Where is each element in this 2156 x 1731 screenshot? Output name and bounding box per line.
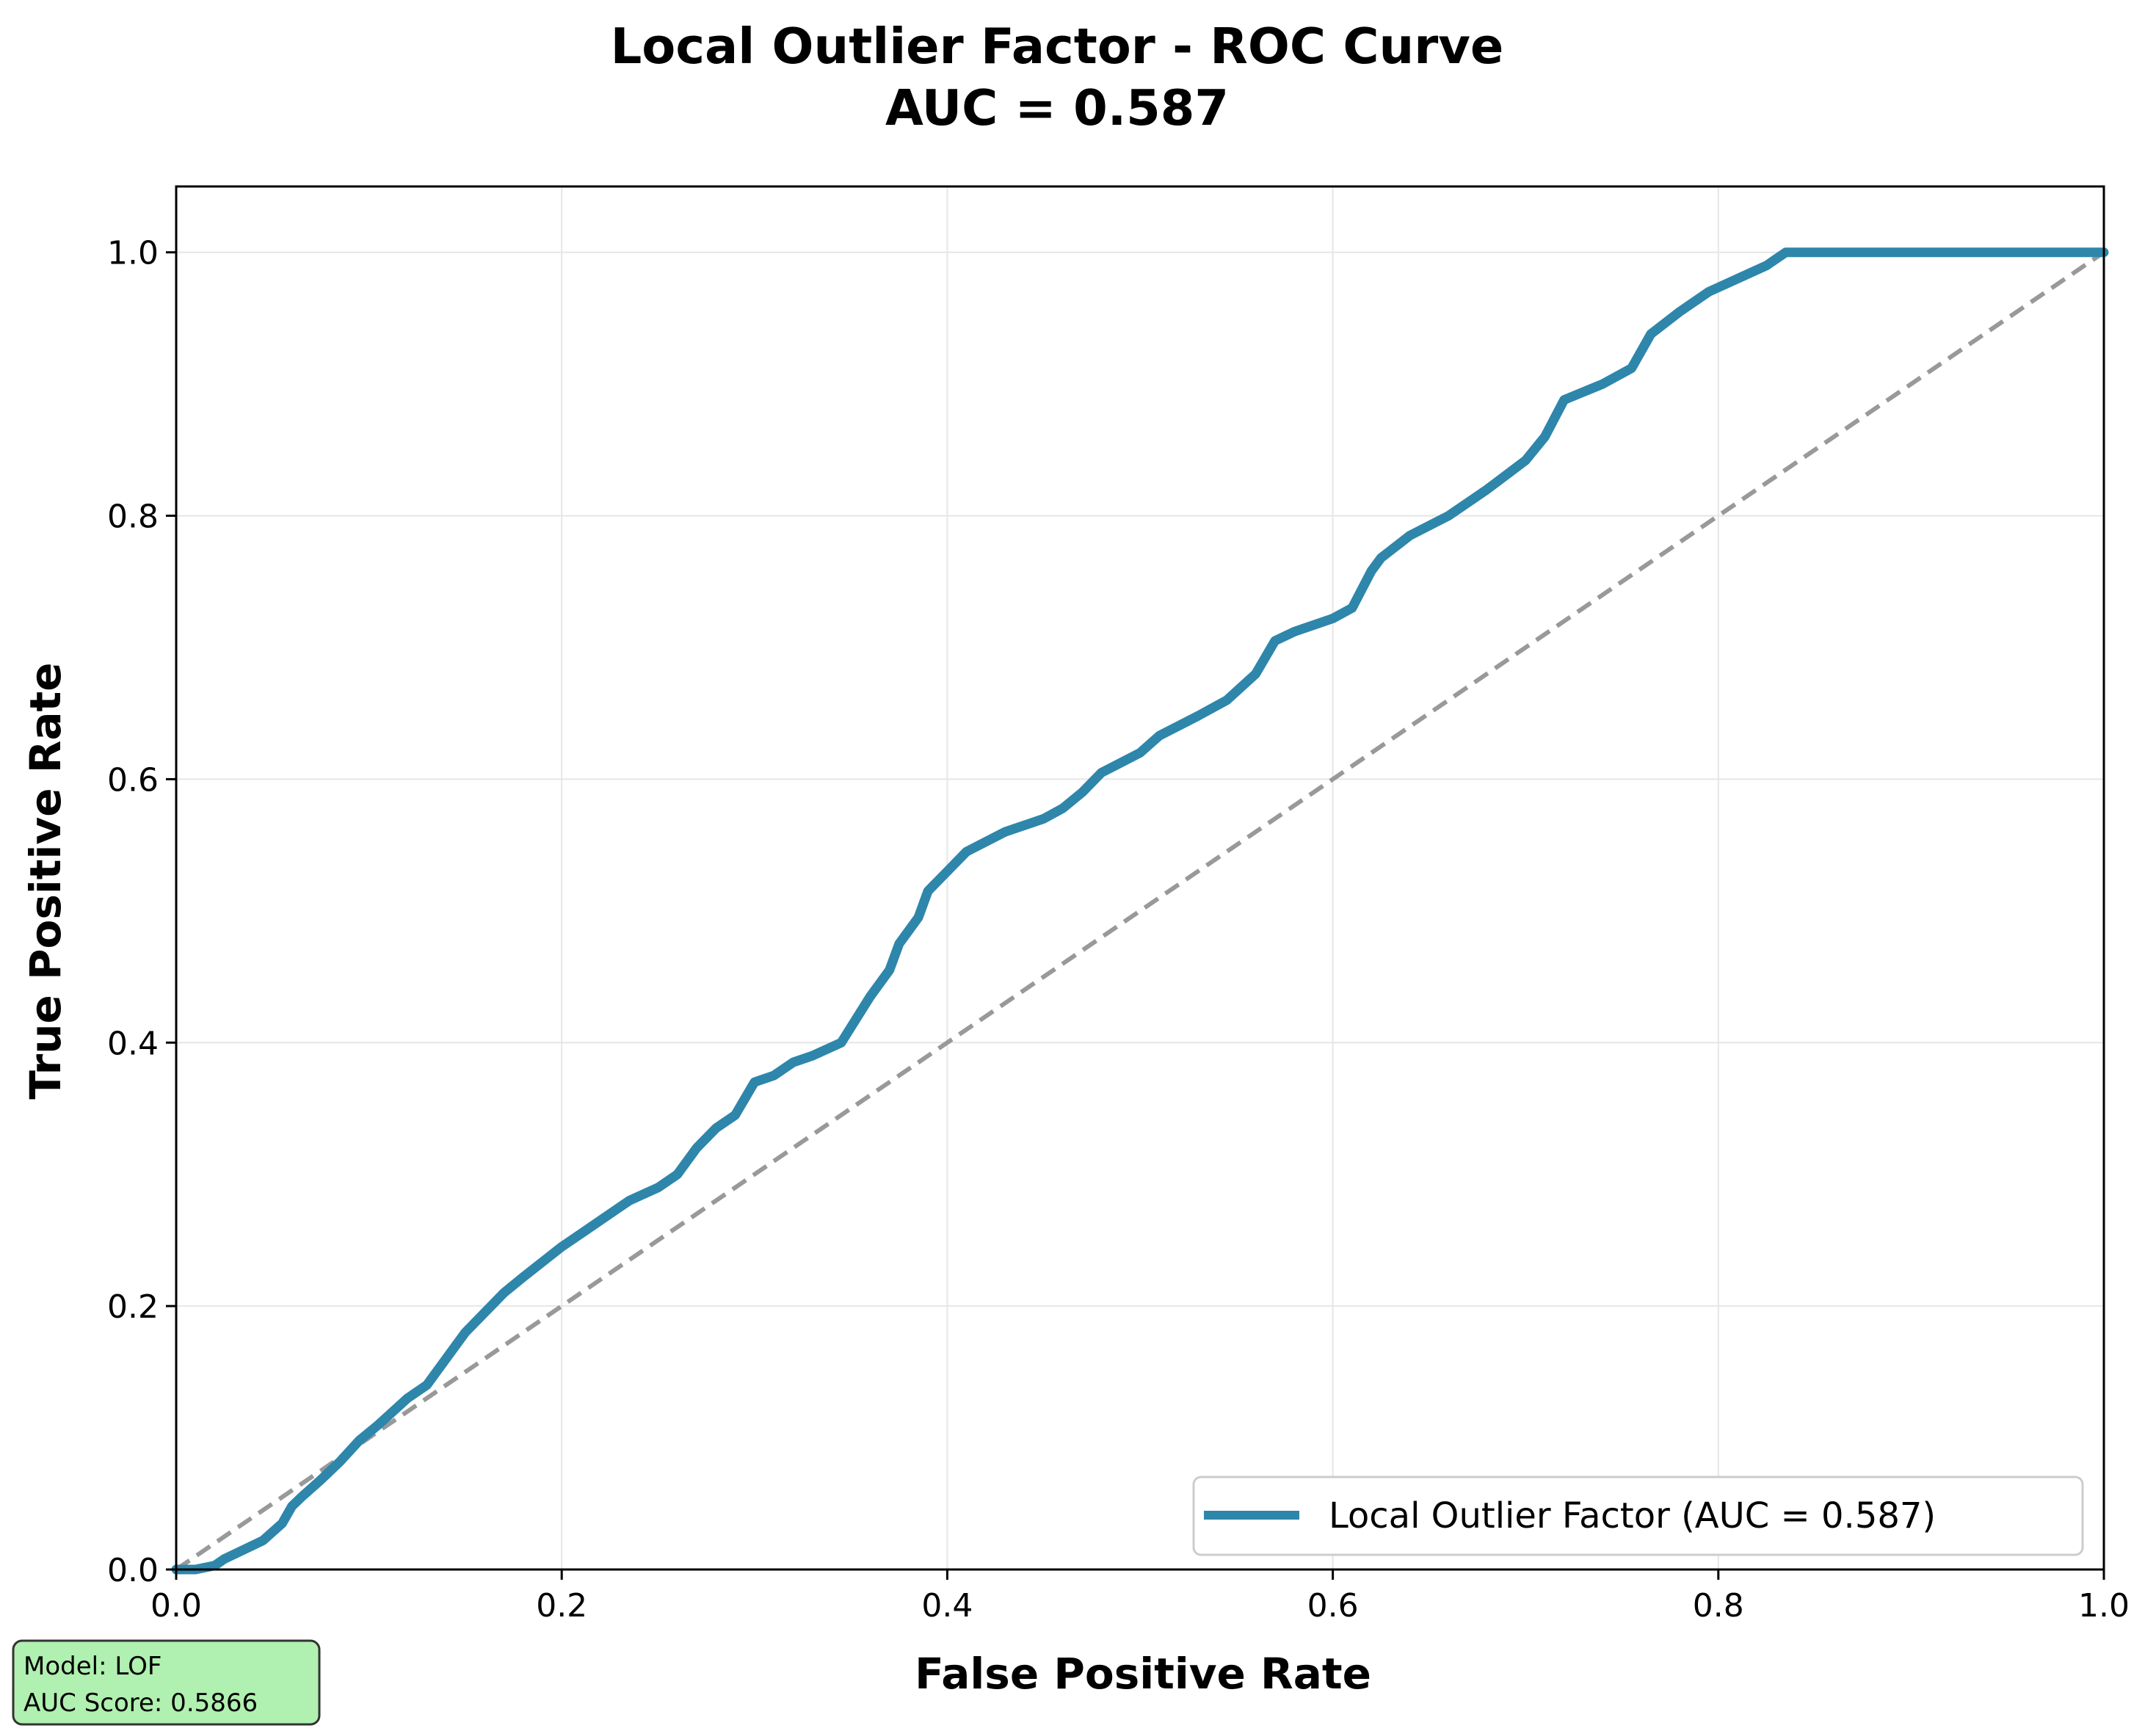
y-axis-ticks: 0.0 0.2 0.4 0.6 0.8 1.0 xyxy=(107,235,176,1589)
info-box-background xyxy=(12,1639,321,1726)
y-axis-label: True Positive Rate xyxy=(21,662,70,1099)
info-box: Model: LOF AUC Score: 0.5866 xyxy=(12,1639,321,1726)
info-model: Model: LOF xyxy=(23,1652,161,1681)
legend: Local Outlier Factor (AUC = 0.587) xyxy=(1192,1476,2084,1556)
x-tick-label: 0.0 xyxy=(150,1587,202,1625)
y-tick-label: 0.0 xyxy=(107,1552,159,1589)
x-tick-label: 1.0 xyxy=(2078,1587,2130,1625)
chart-title: Local Outlier Factor - ROC Curve xyxy=(611,18,1504,75)
y-tick-label: 1.0 xyxy=(107,235,159,272)
x-tick-label: 0.6 xyxy=(1307,1587,1359,1625)
random-baseline-line xyxy=(175,250,2105,1572)
plot-frame xyxy=(175,185,2105,1571)
x-tick-label: 0.8 xyxy=(1693,1587,1744,1625)
series-layer xyxy=(171,247,2109,1575)
y-tick-label: 0.4 xyxy=(107,1025,159,1062)
chart-subtitle: AUC = 0.587 xyxy=(885,79,1229,137)
x-tick-label: 0.2 xyxy=(536,1587,587,1625)
x-tick-label: 0.4 xyxy=(921,1587,973,1625)
y-tick-label: 0.6 xyxy=(107,761,159,799)
y-tick-label: 0.2 xyxy=(107,1288,159,1326)
legend-box xyxy=(1192,1476,2084,1556)
grid-lines xyxy=(175,186,2105,1570)
x-axis-ticks: 0.0 0.2 0.4 0.6 0.8 1.0 xyxy=(150,1569,2130,1625)
roc-curve-line xyxy=(171,247,2109,1575)
legend-entry: Local Outlier Factor (AUC = 0.587) xyxy=(1329,1495,1936,1536)
x-axis-label: False Positive Rate xyxy=(915,1649,1371,1699)
info-auc-score: AUC Score: 0.5866 xyxy=(23,1688,258,1718)
y-tick-label: 0.8 xyxy=(107,498,159,536)
